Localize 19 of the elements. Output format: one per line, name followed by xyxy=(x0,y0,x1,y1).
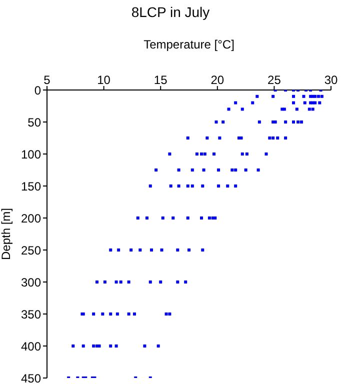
x-axis-title: Temperature [°C] xyxy=(144,38,234,52)
x-tick-label: 20 xyxy=(210,73,224,87)
x-tick-label: 30 xyxy=(324,73,338,87)
y-tick-label: 150 xyxy=(20,179,42,194)
y-tick-label: 50 xyxy=(28,115,42,130)
x-tick-label: 10 xyxy=(97,73,111,87)
chart-title: 8LCP in July xyxy=(130,4,211,20)
x-tick-label: 25 xyxy=(268,73,282,87)
y-tick-label: 0 xyxy=(34,83,42,98)
y-tick-label: 100 xyxy=(20,147,42,162)
y-tick-label: 200 xyxy=(20,211,42,226)
y-tick-label: 300 xyxy=(20,275,42,290)
y-tick-label: 400 xyxy=(20,339,42,354)
x-tick-label: 5 xyxy=(44,73,51,87)
y-axis-title: Depth [m] xyxy=(0,208,13,260)
x-tick-label: 15 xyxy=(154,73,168,87)
y-tick-label: 350 xyxy=(20,307,42,322)
y-tick-label: 250 xyxy=(20,243,42,258)
y-tick-label: 450 xyxy=(20,371,42,384)
